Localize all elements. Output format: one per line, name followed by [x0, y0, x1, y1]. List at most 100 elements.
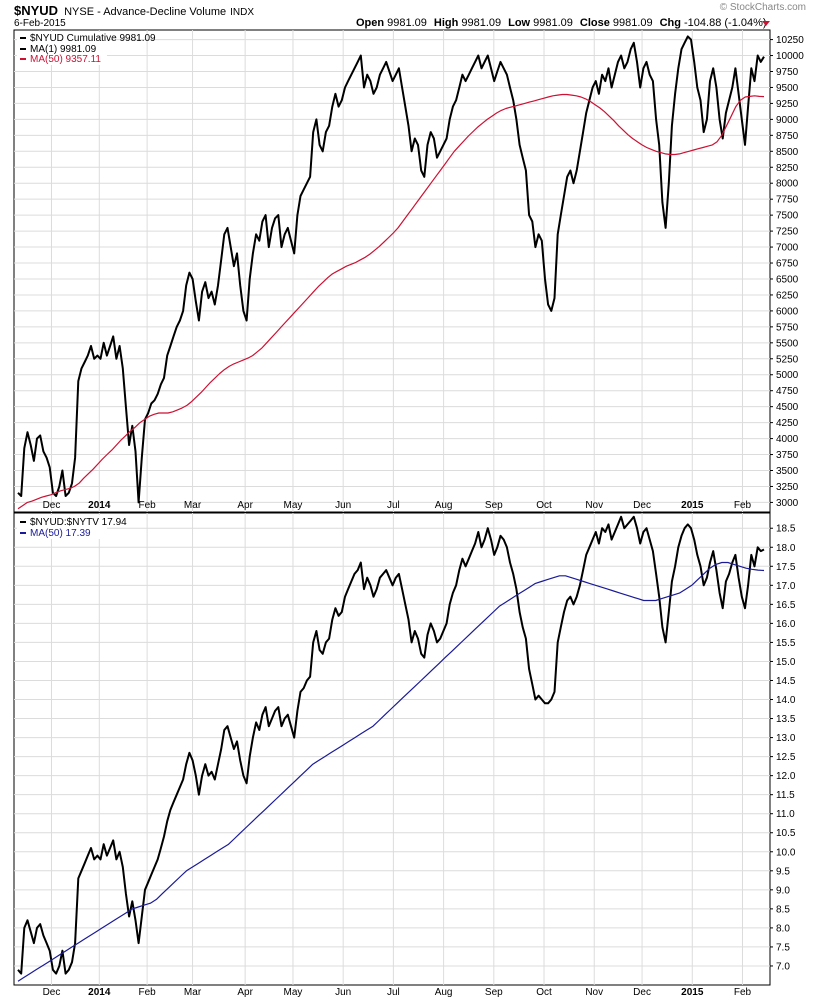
y-tick-label: 13.5 [776, 714, 796, 725]
y-tick-label: 8250 [776, 163, 799, 174]
x-tick-label: Mar [184, 987, 202, 998]
y-tick-label: 9250 [776, 99, 799, 110]
x-tick-label: May [284, 500, 303, 511]
x-tick-label: Jun [335, 500, 351, 511]
y-tick-label: 17.0 [776, 581, 796, 592]
x-tick-label: Oct [536, 500, 552, 511]
y-tick-label: 16.0 [776, 619, 796, 630]
y-tick-label: 9000 [776, 115, 799, 126]
y-tick-label: 7.5 [776, 942, 790, 953]
x-tick-label: Oct [536, 987, 552, 998]
symbol-description: NYSE - Advance-Decline Volume [64, 6, 226, 18]
x-tick-label: 2014 [88, 500, 111, 511]
y-tick-label: 3250 [776, 482, 799, 493]
exchange-label: INDX [230, 7, 254, 18]
symbol-label: $NYUD [14, 3, 58, 18]
y-tick-label: 4750 [776, 386, 799, 397]
y-tick-label: 14.5 [776, 676, 796, 687]
y-tick-label: 6250 [776, 290, 799, 301]
y-tick-label: 15.5 [776, 638, 796, 649]
x-tick-label: Feb [138, 500, 156, 511]
y-tick-label: 6500 [776, 274, 799, 285]
y-tick-label: 8.5 [776, 904, 790, 915]
y-tick-label: 9500 [776, 83, 799, 94]
legend-item: $NYUD:$NYTV 17.94 [30, 517, 127, 528]
y-tick-label: 10000 [776, 51, 804, 62]
ohlc-readout: Open 9981.09 High 9981.09 Low 9981.09 Close 998… [356, 17, 767, 29]
x-tick-label: Nov [585, 500, 603, 511]
y-tick-label: 4250 [776, 418, 799, 429]
y-tick-label: 10.5 [776, 828, 796, 839]
y-tick-label: 5750 [776, 322, 799, 333]
x-tick-label: 2014 [88, 987, 111, 998]
x-tick-label: Dec [43, 500, 61, 511]
y-tick-label: 3750 [776, 450, 799, 461]
x-tick-label: Jul [387, 987, 400, 998]
x-tick-label: Feb [734, 987, 752, 998]
bottom-legend-bg [17, 515, 107, 539]
bottom-panel-frame [13, 512, 771, 986]
y-tick-label: 5000 [776, 370, 799, 381]
x-tick-label: 2015 [681, 987, 704, 998]
x-tick-label: Sep [485, 500, 503, 511]
x-tick-label: Dec [43, 987, 61, 998]
y-tick-label: 6750 [776, 259, 799, 270]
y-tick-label: 12.5 [776, 752, 796, 763]
y-tick-label: 5250 [776, 354, 799, 365]
x-tick-label: Aug [435, 500, 453, 511]
x-tick-label: Feb [734, 500, 752, 511]
y-tick-label: 16.5 [776, 600, 796, 611]
watermark: © StockCharts.com [720, 2, 806, 13]
x-tick-label: 2015 [681, 500, 704, 511]
top-grid [14, 30, 770, 512]
x-tick-label: Jun [335, 987, 351, 998]
down-arrow-icon [762, 21, 770, 26]
x-tick-label: Dec [633, 987, 651, 998]
y-tick-label: 7500 [776, 211, 799, 222]
top-panel-frame [13, 29, 771, 513]
y-tick-label: 10.0 [776, 847, 796, 858]
y-tick-label: 11.5 [776, 790, 795, 801]
legend-item: MA(50) 9357.11 [30, 54, 101, 65]
y-tick-label: 6000 [776, 306, 799, 317]
y-tick-label: 14.0 [776, 695, 796, 706]
ma50-series-line [17, 93, 765, 510]
y-tick-label: 4000 [776, 434, 799, 445]
bottom-plot [17, 515, 765, 982]
legend-item: $NYUD Cumulative 9981.09 [30, 33, 156, 44]
price-series-line [17, 515, 765, 975]
x-tick-label: Apr [237, 500, 253, 511]
y-tick-label: 10250 [776, 35, 804, 46]
x-tick-label: Apr [237, 987, 253, 998]
x-tick-label: Mar [184, 500, 202, 511]
x-tick-label: Feb [138, 987, 156, 998]
y-tick-label: 8500 [776, 147, 799, 158]
y-tick-label: 18.0 [776, 543, 796, 554]
y-tick-label: 13.0 [776, 733, 796, 744]
y-tick-label: 7250 [776, 227, 799, 238]
legend-item: MA(1) 9981.09 [30, 44, 97, 55]
top-plot [17, 35, 765, 510]
price-series-line [17, 35, 765, 504]
x-tick-label: Dec [633, 500, 651, 511]
y-tick-label: 3000 [776, 498, 799, 509]
top-legend-bg [17, 32, 107, 65]
legend-item: MA(50) 17.39 [30, 528, 91, 539]
y-tick-label: 7.0 [776, 961, 790, 972]
y-tick-label: 7750 [776, 195, 799, 206]
y-tick-label: 8000 [776, 179, 799, 190]
y-tick-label: 17.5 [776, 562, 796, 573]
y-tick-label: 11.0 [776, 809, 795, 820]
chart-date: 6-Feb-2015 [14, 18, 66, 29]
x-tick-label: May [284, 987, 303, 998]
y-tick-label: 8750 [776, 131, 799, 142]
y-tick-label: 9.5 [776, 866, 790, 877]
y-tick-label: 12.0 [776, 771, 796, 782]
axes: 3000 3250 3500 3750 4000 4250 4500 4750 5000 5250… [43, 35, 805, 998]
y-tick-label: 15.0 [776, 657, 796, 668]
y-tick-label: 4500 [776, 402, 799, 413]
ma50-series-line [17, 561, 765, 982]
y-tick-label: 3500 [776, 466, 799, 477]
